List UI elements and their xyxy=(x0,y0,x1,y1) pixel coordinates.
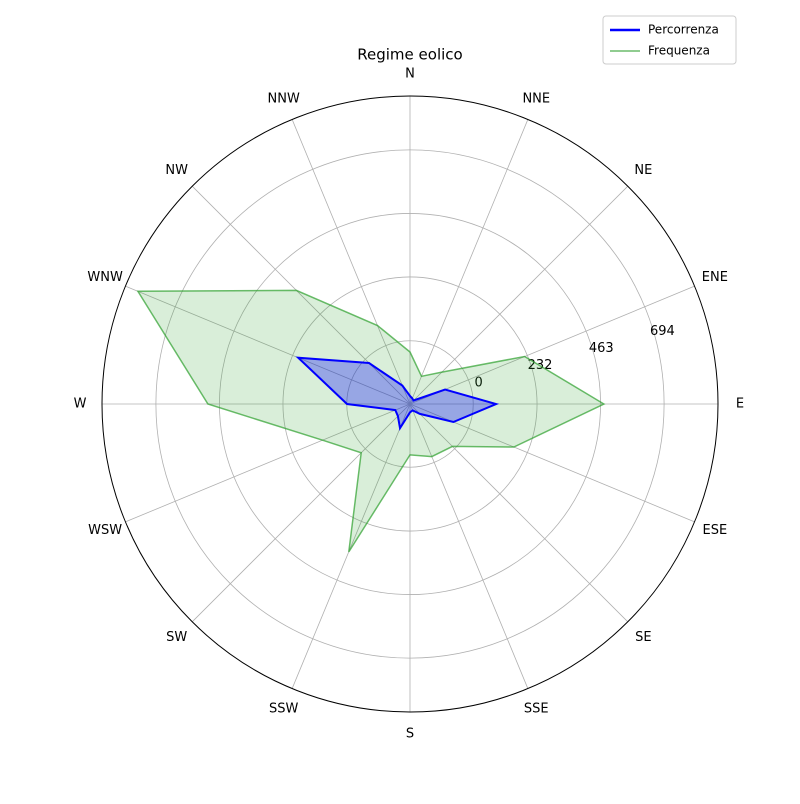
category-label: WNW xyxy=(87,270,123,285)
spoke xyxy=(409,403,629,623)
category-label: ESE xyxy=(703,523,728,538)
chart-title: Regime eolico xyxy=(357,46,462,64)
category-label: SSW xyxy=(269,701,299,716)
category-label: SSE xyxy=(524,701,549,716)
outer-frame xyxy=(101,95,719,713)
spoke xyxy=(409,403,695,523)
spoke xyxy=(291,403,411,689)
category-label: SW xyxy=(166,630,187,645)
r-tick-label: 694 xyxy=(650,324,675,339)
spoke xyxy=(125,403,411,523)
category-label: NE xyxy=(634,163,652,178)
category-label: N xyxy=(405,67,415,82)
spoke xyxy=(191,403,411,623)
spoke xyxy=(291,119,411,405)
r-tick-label: 463 xyxy=(589,341,614,356)
category-label: NNW xyxy=(268,92,300,107)
spoke xyxy=(409,185,629,405)
spoke xyxy=(409,403,529,689)
series-area xyxy=(136,289,606,553)
series-area xyxy=(295,356,500,431)
category-label: WSW xyxy=(88,523,122,538)
legend-label: Frequenza xyxy=(648,44,710,58)
category-label: E xyxy=(736,397,744,412)
r-tick-label: 0 xyxy=(474,375,482,390)
legend-frame xyxy=(602,15,737,65)
legend: Percorrenza Frequenza xyxy=(602,15,737,65)
category-label: NNE xyxy=(522,92,550,107)
spoke xyxy=(409,119,529,405)
category-label: W xyxy=(74,397,87,412)
category-label: SE xyxy=(635,630,651,645)
spoke xyxy=(125,285,411,405)
spoke xyxy=(191,185,411,405)
legend-label: Percorrenza xyxy=(648,23,719,37)
spoke xyxy=(409,285,695,405)
category-label: ENE xyxy=(702,270,728,285)
category-label: S xyxy=(406,727,414,742)
category-label: NW xyxy=(165,163,188,178)
